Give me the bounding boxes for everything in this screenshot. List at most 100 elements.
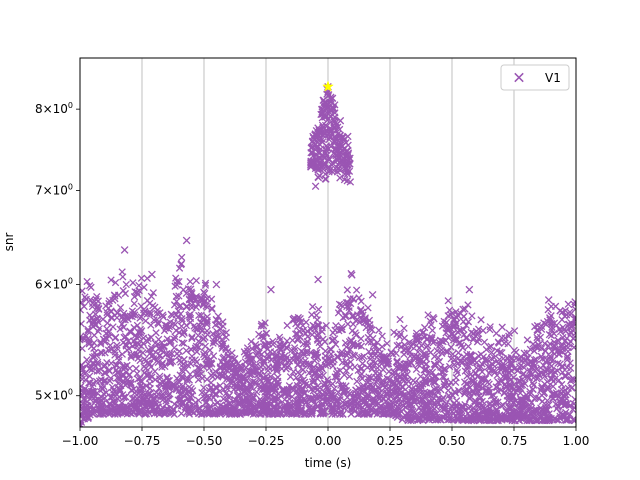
data-point <box>566 410 574 419</box>
data-point <box>122 280 130 289</box>
data-point <box>401 368 409 376</box>
data-point <box>569 334 576 343</box>
data-point <box>452 374 460 382</box>
data-point <box>188 334 196 343</box>
data-point <box>155 384 163 393</box>
data-point <box>297 347 306 355</box>
data-point <box>444 297 452 305</box>
data-point <box>136 356 144 365</box>
data-point <box>153 309 161 318</box>
y-tick-label: 6×100 <box>35 277 73 292</box>
data-point-outlier <box>465 285 474 294</box>
data-point <box>438 322 447 330</box>
data-point <box>325 354 334 362</box>
data-point <box>198 314 207 323</box>
data-point-peak <box>311 182 320 190</box>
data-point <box>345 372 354 381</box>
data-point <box>344 320 352 328</box>
data-point-peak <box>319 96 327 105</box>
data-point <box>177 409 186 418</box>
data-point <box>409 376 417 385</box>
data-point <box>468 312 476 320</box>
x-tick-label: −0.25 <box>248 434 285 448</box>
data-point <box>337 301 346 309</box>
y-axis-label: snr <box>2 233 16 252</box>
data-point <box>358 359 367 368</box>
x-axis-ticks: −1.00 −0.75 −0.50 −0.25 0.00 0.25 0.50 0.75 1.00 <box>62 427 589 448</box>
data-point <box>195 364 204 372</box>
data-point <box>456 309 465 317</box>
data-point <box>301 329 310 338</box>
data-point <box>363 363 372 372</box>
data-point <box>424 311 432 319</box>
data-point <box>331 326 339 334</box>
data-point <box>133 321 142 330</box>
y-tick-label: 8×100 <box>35 101 73 116</box>
data-point <box>194 376 203 384</box>
data-point <box>149 302 157 310</box>
data-point <box>308 311 316 319</box>
data-point <box>349 351 357 359</box>
data-point <box>510 327 519 335</box>
y-tick-label: 7×100 <box>35 183 73 198</box>
data-point-outlier <box>267 285 275 294</box>
data-point <box>405 382 413 391</box>
x-tick-label: −0.75 <box>124 434 161 448</box>
data-point <box>308 303 317 311</box>
data-point <box>119 273 127 281</box>
data-point <box>440 317 448 326</box>
data-point <box>467 328 475 337</box>
x-axis-label: time (s) <box>305 456 352 470</box>
data-point-outlier <box>368 290 377 299</box>
data-point <box>383 339 391 348</box>
x-tick-label: −1.00 <box>62 434 99 448</box>
data-point <box>398 383 407 392</box>
data-point <box>559 333 567 342</box>
data-point <box>571 395 576 404</box>
data-point <box>207 295 216 303</box>
data-point-peak <box>321 175 329 183</box>
data-point <box>492 329 500 337</box>
data-point <box>343 286 352 294</box>
x-tick-label: 0.75 <box>501 434 528 448</box>
data-point <box>486 323 494 331</box>
data-point <box>208 304 216 312</box>
data-point <box>103 325 111 333</box>
data-point <box>321 338 329 346</box>
data-point <box>178 253 186 262</box>
data-point <box>501 380 509 388</box>
data-point <box>551 302 560 310</box>
data-point <box>487 348 496 357</box>
series-v1-points <box>80 82 576 427</box>
data-point-peak <box>344 132 352 141</box>
data-point <box>523 336 532 344</box>
data-point <box>444 348 452 356</box>
data-point <box>472 364 481 372</box>
data-point <box>137 274 146 282</box>
data-point <box>93 367 101 375</box>
data-point <box>183 374 192 383</box>
data-point <box>464 342 472 351</box>
y-tick-label: 5×100 <box>35 388 73 403</box>
data-point <box>90 331 98 339</box>
data-point <box>201 289 209 298</box>
data-point <box>314 305 323 314</box>
data-point <box>201 279 210 287</box>
data-point <box>80 401 86 410</box>
data-point <box>180 339 188 347</box>
data-point <box>498 323 506 331</box>
legend-label-v1: V1 <box>545 71 561 85</box>
data-point <box>420 323 429 332</box>
data-point <box>373 364 382 372</box>
data-point <box>111 348 119 356</box>
y-axis-ticks: 5×100 6×100 7×100 8×100 <box>35 101 80 403</box>
data-point <box>130 293 139 301</box>
data-point <box>510 346 518 355</box>
data-point-peak <box>344 141 352 149</box>
data-point <box>371 342 379 351</box>
data-point <box>495 339 503 347</box>
data-point <box>194 396 203 405</box>
data-point <box>357 297 365 305</box>
data-point <box>352 286 361 294</box>
